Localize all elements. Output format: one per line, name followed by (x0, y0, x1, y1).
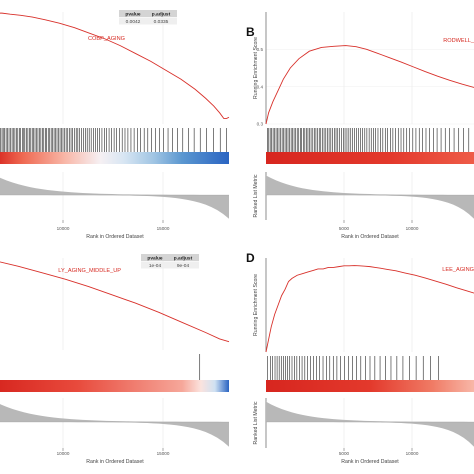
stats-row-bg (141, 261, 199, 269)
x-axis-label: Rank in Ordered Dataset (341, 234, 399, 240)
metric-y-axis-label: Ranked List Metric (253, 174, 259, 217)
x-axis-label: Rank in Ordered Dataset (341, 459, 399, 465)
es-y-axis-label: Running Enrichment Score (253, 274, 259, 336)
x-tick-label: 10000 (57, 226, 70, 231)
metric-area-positive (0, 404, 229, 422)
ranked-metric-band (266, 380, 474, 392)
x-axis-label: Rank in Ordered Dataset (86, 459, 144, 465)
stats-padj: 0.0335 (154, 19, 169, 25)
es-curve (265, 45, 474, 125)
es-y-axis-label: Running Enrichment Score (253, 37, 259, 99)
stats-padj-header: p.adjust (152, 12, 171, 18)
gene-set-name: RODWELL_ (443, 38, 474, 44)
stats-pvalue: 1e-04 (149, 263, 162, 269)
es-curve (0, 261, 230, 343)
x-tick-label: 10000 (406, 226, 419, 231)
x-tick-label: 10000 (406, 451, 419, 456)
x-tick-label: 5000 (339, 226, 350, 231)
es-tick-label: 0.5 (257, 47, 264, 52)
es-curve (0, 12, 230, 119)
x-tick-label: 15000 (157, 451, 170, 456)
es-curve (265, 265, 474, 353)
panel-ly-aging-middle-up: 10000 15000 Rank in Ordered Dataset LY_AGIN… (0, 254, 230, 465)
x-tick-label: 5000 (339, 451, 350, 456)
panel-cobp-aging: 10000 15000 Rank in Ordered Dataset COBP_AG… (0, 10, 230, 240)
stats-pvalue-header: pvalue (147, 256, 163, 262)
metric-area-negative (266, 422, 474, 447)
stats-padj-header: p.adjust (174, 256, 193, 262)
stats-row-bg (119, 17, 177, 25)
gene-set-name: LY_AGING_MIDDLE_UP (58, 268, 121, 274)
panel-label: D (246, 251, 255, 265)
stats-header-bg (141, 254, 199, 261)
metric-area-negative (0, 422, 229, 447)
es-tick-label: 0.3 (257, 122, 264, 127)
stats-header-bg (119, 10, 177, 17)
x-tick-label: 10000 (57, 451, 70, 456)
x-tick-label: 15000 (157, 226, 170, 231)
stats-padj: 9e-04 (177, 263, 190, 269)
ranked-metric-band (266, 152, 474, 164)
es-tick-label: 0.4 (257, 84, 264, 89)
gene-set-name: COBP_AGING (88, 36, 125, 42)
panel-b-rodwell: 0.5 0.4 0.3 5000 10000 Rank in Ordered Datase… (246, 12, 474, 240)
metric-y-axis-label: Ranked List Metric (253, 401, 259, 444)
panel-label: B (246, 25, 255, 39)
metric-area-positive (266, 401, 474, 422)
x-axis-label: Rank in Ordered Dataset (86, 234, 144, 240)
metric-area-positive (266, 175, 474, 196)
panel-d-lee-aging: 5000 10000 Rank in Ordered Dataset Running … (246, 251, 474, 465)
ranked-metric-band (0, 152, 229, 164)
stats-pvalue-header: pvalue (125, 12, 141, 18)
metric-area-negative (266, 195, 474, 219)
stats-pvalue: 0.0042 (126, 19, 141, 25)
metric-area-positive (0, 177, 229, 196)
ranked-metric-band (0, 380, 229, 392)
gene-set-name: LEE_AGING (442, 267, 474, 273)
metric-area-negative (0, 195, 229, 219)
